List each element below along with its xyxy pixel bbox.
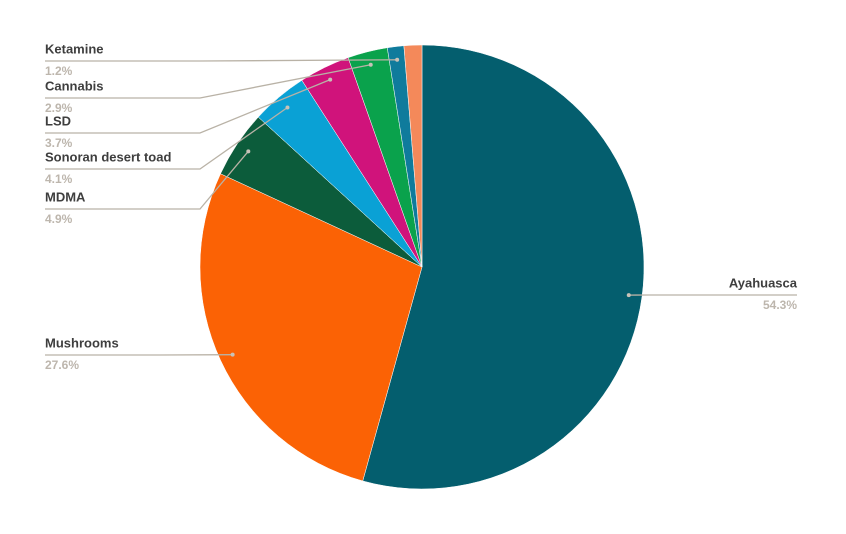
slice-value-label: 3.7%: [45, 136, 73, 150]
leader-dot: [626, 293, 631, 298]
slice-label: MDMA: [45, 189, 86, 204]
slice-value-label: 2.9%: [45, 101, 73, 115]
slice-value-label: 27.6%: [45, 358, 79, 372]
slice-value-label: 4.1%: [45, 172, 73, 186]
leader-dot: [368, 62, 373, 67]
slice-label: Cannabis: [45, 78, 104, 93]
leader-dot: [328, 77, 333, 82]
pie-slice: [362, 44, 645, 490]
slice-value-label: 1.2%: [45, 64, 73, 78]
leader-dot: [285, 105, 290, 110]
slice-label: Mushrooms: [45, 335, 119, 350]
leader-line: [45, 150, 249, 210]
leader-line: [45, 59, 398, 62]
leader-line: [45, 106, 288, 170]
leader-dot: [395, 57, 400, 62]
pie-slice: [199, 173, 423, 482]
slice-value-label: 4.9%: [45, 212, 73, 226]
slice-label: Ketamine: [45, 41, 104, 56]
slice-label: Sonoran desert toad: [45, 149, 171, 164]
pie-slice: [403, 44, 423, 268]
slice-value-label: 54.3%: [763, 298, 797, 312]
leader-dot: [246, 149, 251, 154]
leader-line: [45, 78, 331, 134]
slice-label: LSD: [45, 113, 71, 128]
slice-label: Ayahuasca: [729, 275, 798, 290]
leader-line: [45, 64, 371, 99]
leader-dot: [230, 352, 235, 357]
